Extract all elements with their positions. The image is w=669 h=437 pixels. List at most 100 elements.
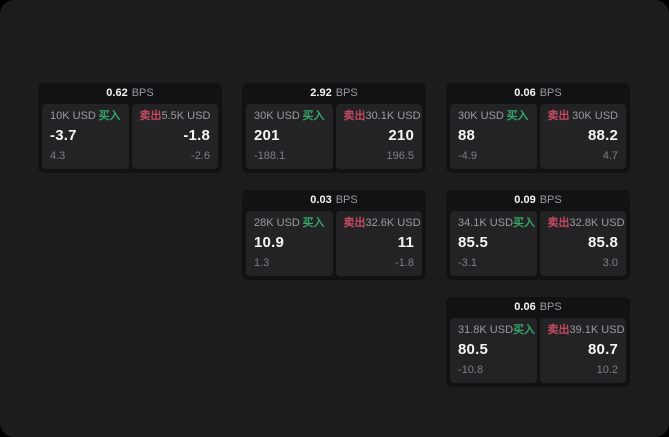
card-header: 0.62 BPS [38,83,222,104]
buy-change: -10.8 [458,364,484,376]
sell-price: 88.2 [588,127,618,144]
sell-size: 30.1K USD [365,110,421,122]
buy-panel[interactable]: 10K USD 买入 -3.7 4.3 [42,104,129,169]
sell-panel-top: 卖出 30K USD [548,110,619,123]
buy-panel-top: 10K USD 买入 [50,110,121,123]
buy-panel-top: 30K USD 买入 [254,110,325,123]
buy-panel[interactable]: 31.8K USD 买入 80.5 -10.8 [450,318,537,383]
buy-size: 28K USD [254,217,300,229]
sell-side-label: 卖出 [343,110,366,122]
buy-side-label: 买入 [302,217,325,229]
sell-change: -2.6 [191,150,210,162]
sell-price: -1.8 [183,127,210,144]
quote-card-grid: 0.62 BPS 10K USD 买入 -3.7 4.3 卖出 5.5K USD… [38,83,630,387]
buy-side-label: 买入 [506,110,529,122]
bps-unit-label: BPS [335,87,358,99]
quote-card[interactable]: 0.62 BPS 10K USD 买入 -3.7 4.3 卖出 5.5K USD… [38,83,222,173]
sell-size: 5.5K USD [161,110,211,122]
sell-panel-top: 卖出 39.1K USD [547,324,625,337]
sell-price: 210 [388,127,414,144]
quote-panels: 30K USD 买入 201 -188.1 卖出 30.1K USD 210 1… [242,104,426,173]
buy-price: 88 [458,127,476,144]
sell-panel[interactable]: 卖出 32.6K USD 11 -1.8 [335,211,422,276]
sell-change: 4.7 [602,150,618,162]
sell-price: 11 [397,234,414,251]
sell-panel-top: 卖出 30.1K USD [343,110,421,123]
quote-card[interactable]: 2.92 BPS 30K USD 买入 201 -188.1 卖出 30.1K … [242,83,426,173]
buy-size: 30K USD [458,110,504,122]
buy-size: 30K USD [254,110,300,122]
sell-price: 85.8 [588,234,618,251]
buy-size: 31.8K USD [458,324,514,336]
sell-panel[interactable]: 卖出 39.1K USD 80.7 10.2 [539,318,626,383]
quote-card[interactable]: 0.06 BPS 30K USD 买入 88 -4.9 卖出 30K USD 8… [446,83,630,173]
sell-size: 32.6K USD [365,217,421,229]
buy-change: 1.3 [254,257,270,269]
sell-side-label: 卖出 [343,217,366,229]
buy-panel-top: 28K USD 买入 [254,217,325,230]
buy-price: 10.9 [254,234,284,251]
sell-panel[interactable]: 卖出 5.5K USD -1.8 -2.6 [131,104,218,169]
bps-unit-label: BPS [539,301,562,313]
buy-panel[interactable]: 30K USD 买入 201 -188.1 [246,104,333,169]
buy-panel-top: 30K USD 买入 [458,110,529,123]
bps-value: 0.09 [514,194,536,206]
bps-value: 0.06 [514,87,536,99]
buy-size: 34.1K USD [458,217,514,229]
sell-side-label: 卖出 [547,110,570,122]
quote-card[interactable]: 0.03 BPS 28K USD 买入 10.9 1.3 卖出 32.6K US… [242,190,426,280]
sell-change: 3.0 [602,257,618,269]
bps-unit-label: BPS [539,194,562,206]
bps-value: 0.62 [106,87,128,99]
bps-value: 0.03 [310,194,332,206]
quote-panels: 34.1K USD 买入 85.5 -3.1 卖出 32.8K USD 85.8… [446,211,630,280]
sell-size: 39.1K USD [569,324,625,336]
buy-price: 80.5 [458,341,488,358]
buy-price: 201 [254,127,280,144]
sell-size: 32.8K USD [569,217,625,229]
sell-panel[interactable]: 卖出 32.8K USD 85.8 3.0 [539,211,626,276]
buy-change: -4.9 [458,150,477,162]
buy-change: -3.1 [458,257,477,269]
sell-change: 10.2 [596,364,618,376]
quote-panels: 28K USD 买入 10.9 1.3 卖出 32.6K USD 11 -1.8 [242,211,426,280]
quote-panels: 30K USD 买入 88 -4.9 卖出 30K USD 88.2 4.7 [446,104,630,173]
buy-side-label: 买入 [302,110,325,122]
buy-side-label: 买入 [98,110,121,122]
sell-side-label: 卖出 [547,324,570,336]
sell-panel-top: 卖出 5.5K USD [140,110,211,123]
sell-change: 196.5 [386,150,414,162]
buy-side-label: 买入 [513,324,536,336]
buy-size: 10K USD [50,110,96,122]
buy-panel[interactable]: 28K USD 买入 10.9 1.3 [246,211,333,276]
buy-change: -188.1 [254,150,286,162]
sell-panel-top: 卖出 32.6K USD [343,217,421,230]
quote-panels: 31.8K USD 买入 80.5 -10.8 卖出 39.1K USD 80.… [446,318,630,387]
sell-panel[interactable]: 卖出 30.1K USD 210 196.5 [335,104,422,169]
sell-price: 80.7 [588,341,618,358]
bps-unit-label: BPS [131,87,154,99]
buy-change: 4.3 [50,150,66,162]
buy-panel-top: 31.8K USD 买入 [458,324,535,337]
card-header: 0.09 BPS [446,190,630,211]
quote-card[interactable]: 0.09 BPS 34.1K USD 买入 85.5 -3.1 卖出 32.8K… [446,190,630,280]
buy-price: 85.5 [458,234,488,251]
quote-card[interactable]: 0.06 BPS 31.8K USD 买入 80.5 -10.8 卖出 39.1… [446,297,630,387]
buy-price: -3.7 [50,127,77,144]
sell-side-label: 卖出 [139,110,162,122]
card-header: 0.03 BPS [242,190,426,211]
sell-panel-top: 卖出 32.8K USD [548,217,625,230]
card-header: 0.06 BPS [446,83,630,104]
sell-size: 30K USD [572,110,618,122]
bps-unit-label: BPS [539,87,562,99]
buy-panel[interactable]: 30K USD 买入 88 -4.9 [450,104,537,169]
quote-panels: 10K USD 买入 -3.7 4.3 卖出 5.5K USD -1.8 -2.… [38,104,222,173]
buy-side-label: 买入 [513,217,536,229]
bps-value: 2.92 [310,87,332,99]
card-header: 0.06 BPS [446,297,630,318]
sell-panel[interactable]: 卖出 30K USD 88.2 4.7 [539,104,626,169]
bps-unit-label: BPS [335,194,358,206]
bps-value: 0.06 [514,301,536,313]
buy-panel[interactable]: 34.1K USD 买入 85.5 -3.1 [450,211,537,276]
